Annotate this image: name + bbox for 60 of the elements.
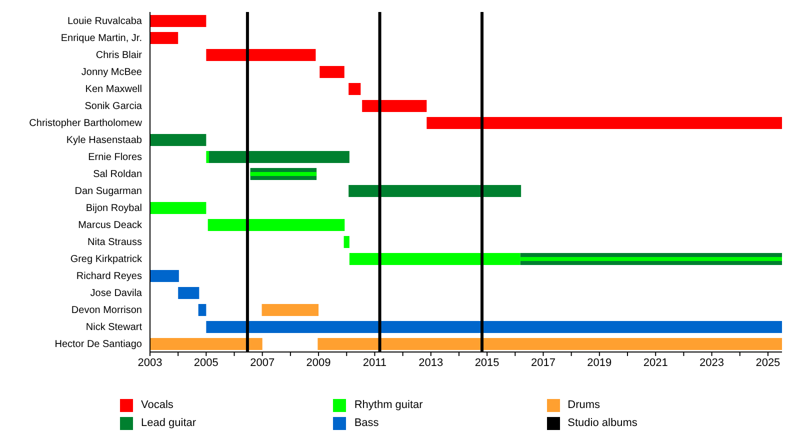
x-tick-label: 2019 [587, 356, 612, 369]
legend-label: Vocals [141, 399, 174, 411]
y-tick-label: Jonny McBee [81, 67, 142, 78]
y-tick-label: Jose Davila [90, 288, 142, 300]
bar [150, 202, 206, 214]
y-tick-label: Sal Roldan [93, 169, 142, 180]
y-tick-label: Kyle Hasenstaab [66, 135, 142, 146]
bar [150, 32, 178, 44]
x-tick-label: 2003 [138, 356, 162, 369]
y-tick-label: Marcus Deack [78, 220, 143, 232]
legend-label: Rhythm guitar [354, 399, 423, 411]
y-tick-label: Nick Stewart [86, 322, 142, 334]
legend-label: Lead guitar [141, 417, 196, 429]
y-tick-label: Richard Reyes [76, 271, 142, 282]
bar [206, 49, 316, 61]
bar [198, 304, 206, 316]
bar [150, 134, 206, 146]
bar [348, 185, 522, 197]
y-tick-label: Nita Strauss [88, 237, 142, 248]
y-tick-label: Sonik Garcia [84, 101, 142, 112]
y-tick-label: Greg Kirkpatrick [70, 254, 143, 266]
y-tick-label: Dan Sugarman [74, 186, 142, 198]
x-tick-label: 2017 [531, 356, 556, 369]
x-tick-label: 2021 [643, 356, 668, 369]
bar [250, 172, 317, 176]
bar [344, 236, 350, 248]
legend-label: Bass [354, 417, 379, 429]
bar [150, 270, 179, 282]
legend-label: Studio albums [568, 417, 638, 429]
x-tick-label: 2007 [250, 356, 275, 369]
y-tick-label: Bijon Roybal [86, 203, 142, 214]
y-tick-label: Enrique Martin, Jr. [60, 33, 142, 44]
x-tick-label: 2023 [700, 356, 724, 369]
bar [348, 83, 361, 95]
x-tick-label: 2011 [362, 356, 387, 369]
y-tick-label: Chris Blair [96, 50, 143, 62]
bar [150, 15, 206, 27]
bar [426, 117, 782, 129]
bar [150, 338, 262, 350]
x-tick-label: 2009 [306, 356, 331, 369]
bar [206, 151, 209, 163]
bar [208, 151, 350, 163]
bar [320, 66, 344, 78]
legend-label: Drums [568, 399, 600, 411]
y-tick-label: Ernie Flores [88, 152, 142, 164]
bar [178, 287, 200, 299]
y-tick-label: Christopher Bartholomew [29, 118, 143, 130]
x-tick-label: 2025 [756, 356, 780, 369]
y-tick-label: Hector De Santiago [54, 339, 142, 350]
bar [208, 219, 345, 231]
bar [206, 321, 782, 333]
x-tick-label: 2013 [418, 356, 444, 369]
bar [362, 100, 427, 112]
y-tick-label: Devon Morrison [71, 305, 142, 316]
x-tick-label: 2015 [474, 356, 500, 369]
x-tick-label: 2005 [194, 356, 218, 369]
bar [262, 304, 319, 316]
y-tick-label: Louie Ruvalcaba [68, 16, 142, 28]
bar [318, 338, 782, 350]
y-tick-label: Ken Maxwell [85, 84, 142, 96]
